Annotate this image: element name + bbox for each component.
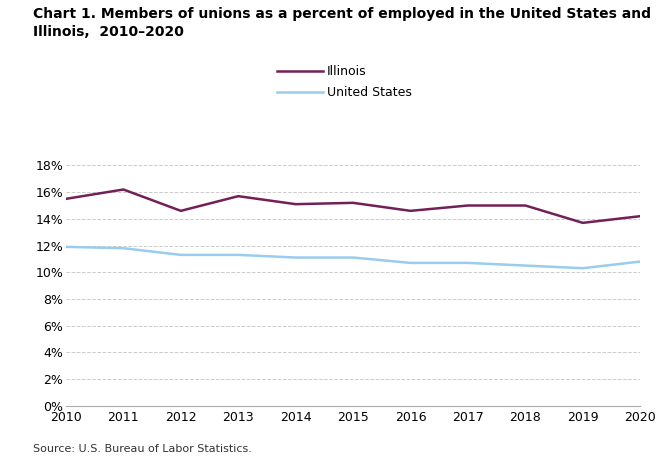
Illinois <box>349 200 357 206</box>
Illinois <box>636 213 644 219</box>
United States <box>579 266 587 271</box>
United States <box>62 244 70 250</box>
Illinois <box>464 203 472 208</box>
Illinois <box>177 208 185 213</box>
Text: Illinois: Illinois <box>327 65 366 78</box>
United States <box>464 260 472 266</box>
United States <box>636 259 644 264</box>
Illinois <box>292 201 300 207</box>
Illinois <box>234 194 242 199</box>
Text: Source: U.S. Bureau of Labor Statistics.: Source: U.S. Bureau of Labor Statistics. <box>33 444 252 454</box>
Line: Illinois: Illinois <box>66 189 640 223</box>
Line: United States: United States <box>66 247 640 268</box>
United States <box>521 263 529 268</box>
United States <box>407 260 414 266</box>
Text: Illinois,  2010–2020: Illinois, 2010–2020 <box>33 25 184 39</box>
Illinois <box>62 196 70 201</box>
Illinois <box>579 220 587 225</box>
Illinois <box>521 203 529 208</box>
Illinois <box>407 208 414 213</box>
United States <box>349 255 357 260</box>
Illinois <box>119 187 127 192</box>
United States <box>119 245 127 251</box>
United States <box>292 255 300 260</box>
Text: Chart 1. Members of unions as a percent of employed in the United States and: Chart 1. Members of unions as a percent … <box>33 7 651 21</box>
United States <box>234 252 242 258</box>
United States <box>177 252 185 258</box>
Text: United States: United States <box>327 86 412 99</box>
